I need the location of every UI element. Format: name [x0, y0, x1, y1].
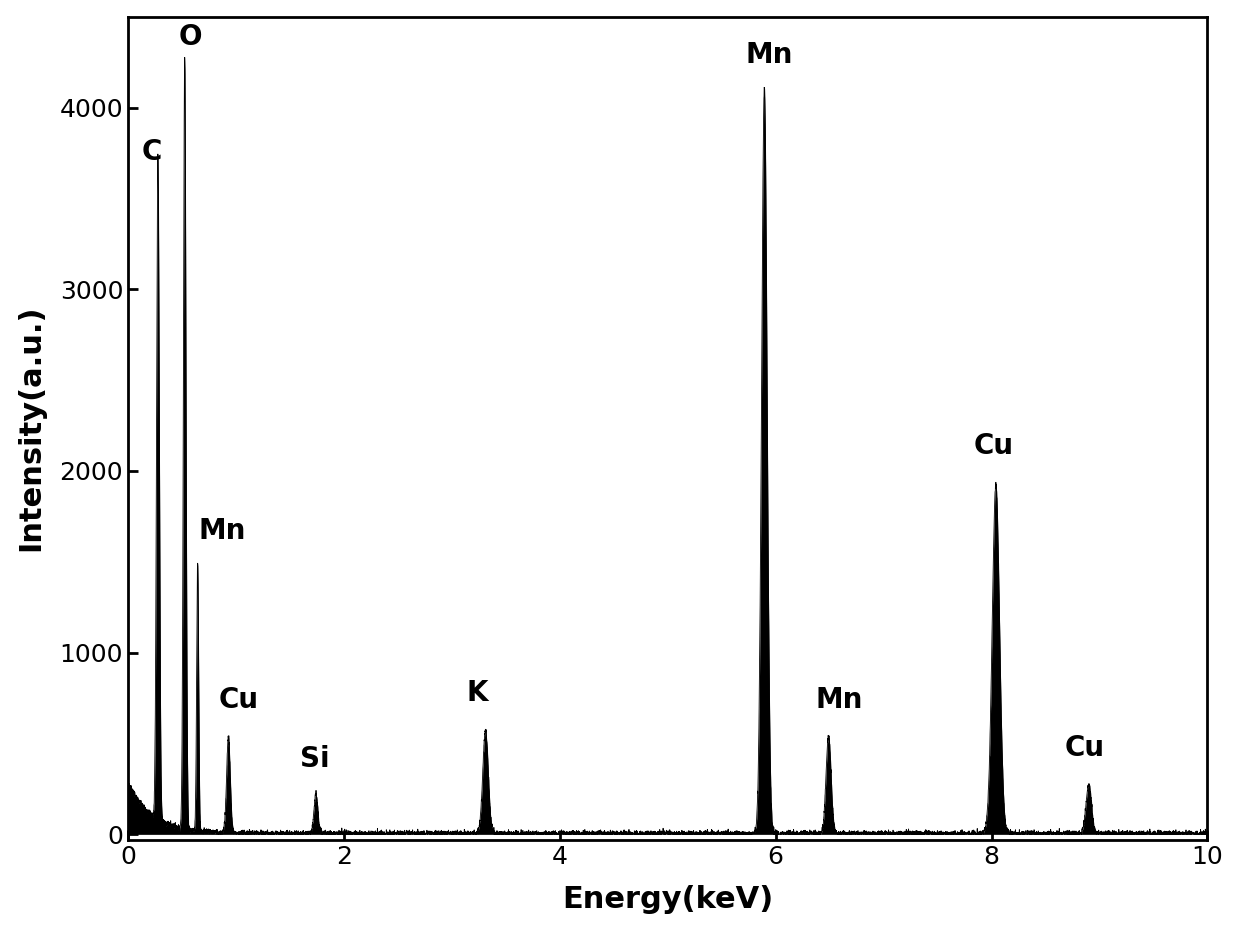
- Text: C: C: [143, 138, 162, 166]
- Text: Mn: Mn: [816, 686, 863, 714]
- Y-axis label: Intensity(a.u.): Intensity(a.u.): [16, 305, 46, 551]
- Text: O: O: [179, 23, 202, 51]
- Text: Mn: Mn: [198, 518, 246, 546]
- Text: Cu: Cu: [973, 432, 1013, 460]
- Text: Cu: Cu: [1065, 734, 1105, 762]
- Text: Mn: Mn: [745, 41, 792, 70]
- Text: K: K: [467, 679, 489, 708]
- Text: Cu: Cu: [218, 686, 259, 714]
- Text: Si: Si: [300, 745, 330, 773]
- X-axis label: Energy(keV): Energy(keV): [562, 885, 774, 914]
